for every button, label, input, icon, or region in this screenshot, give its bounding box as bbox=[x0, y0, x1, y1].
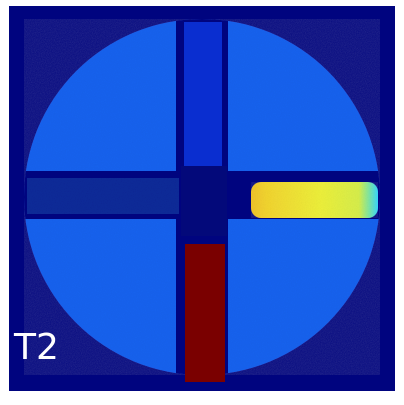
top-arm-insert bbox=[184, 22, 222, 178]
right-arm-insert bbox=[251, 182, 378, 218]
t2-map-image bbox=[9, 6, 395, 391]
left-arm-insert bbox=[27, 178, 179, 214]
bottom-arm-insert bbox=[185, 244, 225, 382]
map-label: T2 bbox=[14, 327, 59, 368]
t2-map bbox=[9, 6, 395, 391]
center-region bbox=[181, 166, 227, 236]
